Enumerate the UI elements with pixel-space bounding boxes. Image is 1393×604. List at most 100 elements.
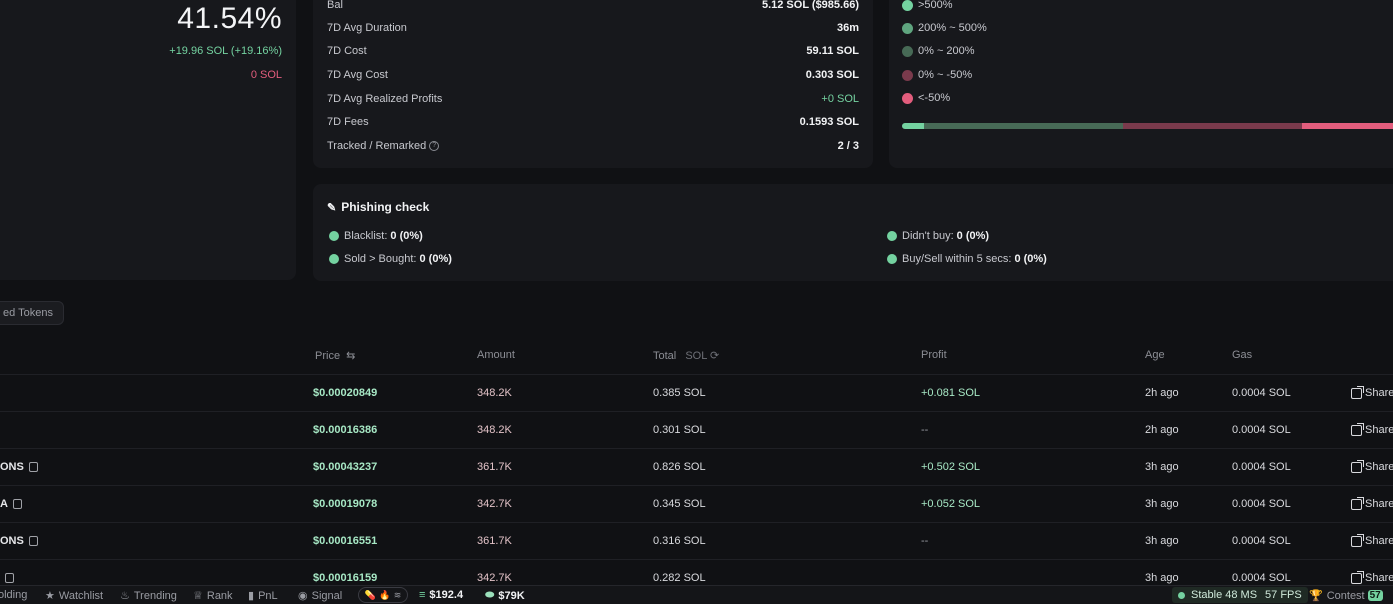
phish-label: Didn't buy: xyxy=(902,230,954,242)
cell-amount: 342.7K xyxy=(477,498,512,510)
swap-icon[interactable]: ⇆ xyxy=(346,350,356,362)
cell-age: 3h ago xyxy=(1145,461,1179,473)
pnl-distribution-card: >500% 200% ~ 500% 0% ~ 200% 73 0% ~ -50%… xyxy=(889,0,1393,168)
cell-age: 2h ago xyxy=(1145,387,1179,399)
table-row[interactable]: $0.00020849 348.2K 0.385 SOL +0.081 SOL … xyxy=(0,374,1393,411)
phish-value: 0 (0%) xyxy=(390,230,423,242)
stat-value: 0.1593 SOL xyxy=(799,116,859,128)
token-name[interactable]: ONS xyxy=(0,461,24,473)
table-row[interactable]: $0.00016159 342.7K 0.282 SOL 3h ago 0.00… xyxy=(0,559,1393,596)
cell-profit: -- xyxy=(921,424,929,436)
distribution-segment xyxy=(1301,123,1393,129)
dist-label: 0% ~ -50% xyxy=(918,69,973,81)
cell-gas: 0.0004 SOL xyxy=(1232,572,1291,584)
cell-age: 3h ago xyxy=(1145,535,1179,547)
distribution-segment xyxy=(1123,123,1302,129)
dist-row: 200% ~ 500% xyxy=(902,20,1393,36)
stat-row-fees: 7D Fees 0.1593 SOL xyxy=(327,114,859,130)
copy-icon[interactable] xyxy=(28,462,38,473)
dist-label: <-50% xyxy=(918,92,951,104)
token-name[interactable]: A xyxy=(0,498,8,510)
cell-gas: 0.0004 SOL xyxy=(1232,387,1291,399)
phish-value: 0 (0%) xyxy=(1014,253,1047,265)
cell-price: $0.00016386 xyxy=(313,424,378,436)
cell-gas: 0.0004 SOL xyxy=(1232,424,1291,436)
pnl-link[interactable]: ▮ PnL xyxy=(248,589,278,603)
distribution-segment xyxy=(902,123,925,129)
cell-profit: +0.052 SOL xyxy=(921,498,981,510)
share-button[interactable]: Share xyxy=(1351,570,1393,584)
dist-row: <-50% 49 xyxy=(902,90,1393,106)
cell-price: $0.00020849 xyxy=(313,387,378,399)
table-row[interactable]: $0.00016386 348.2K 0.301 SOL -- 2h ago 0… xyxy=(0,411,1393,448)
token-name[interactable]: ONS xyxy=(0,535,24,547)
copy-icon[interactable] xyxy=(28,536,38,547)
phish-label: Buy/Sell within 5 secs: xyxy=(902,253,1012,265)
signal-icon: ◉ xyxy=(298,590,308,602)
trending-label: Trending xyxy=(133,589,177,602)
signal-link[interactable]: ◉ Signal xyxy=(298,589,342,603)
refresh-icon[interactable]: ⟳ xyxy=(709,350,720,362)
bottom-bar: olding ★ Watchlist ♨ Trending ♕ Rank ▮ PnL ◉… xyxy=(0,585,1393,604)
cell-total: 0.345 SOL xyxy=(653,498,706,510)
dist-row: 0% ~ -50% 65 xyxy=(902,67,1393,83)
holding-link[interactable]: olding xyxy=(0,589,28,601)
cell-amount: 361.7K xyxy=(477,461,512,473)
share-button[interactable]: Share xyxy=(1351,385,1393,399)
info-icon[interactable]: ? xyxy=(429,141,440,152)
summary-card: 41.54% +19.96 SOL (+19.16%) 0 SOL xyxy=(0,0,296,280)
copy-icon[interactable] xyxy=(5,573,14,584)
cell-gas: 0.0004 SOL xyxy=(1232,461,1291,473)
stat-row-cost: 7D Cost 59.11 SOL xyxy=(327,43,859,59)
col-profit: Profit xyxy=(921,349,947,361)
share-button[interactable]: Share xyxy=(1351,422,1393,436)
col-gas: Gas xyxy=(1232,349,1253,361)
sol-price-value: $192.4 xyxy=(429,589,464,601)
dot-icon xyxy=(902,45,913,57)
copy-icon[interactable] xyxy=(12,499,22,510)
fps-label: 57 FPS xyxy=(1265,589,1302,601)
contest-link[interactable]: 🏆 Contest 57 xyxy=(1309,589,1383,602)
hook-icon: ✎ xyxy=(327,201,337,214)
col-total-unit[interactable]: SOL xyxy=(685,350,707,362)
cell-price: $0.00043237 xyxy=(313,461,378,473)
cell-total: 0.826 SOL xyxy=(653,461,706,473)
cell-profit: -- xyxy=(921,535,929,547)
table-row[interactable]: ONS $0.00043237 361.7K 0.826 SOL +0.502 … xyxy=(0,448,1393,485)
rank-link[interactable]: ♕ Rank xyxy=(193,589,233,603)
phishing-title: Phishing check xyxy=(341,200,430,214)
phish-item-didnt-buy: Didn't buy: 0 (0%) xyxy=(887,230,989,242)
stat-label: Bal xyxy=(327,0,343,11)
table-row[interactable]: A $0.00019078 342.7K 0.345 SOL +0.052 SO… xyxy=(0,485,1393,522)
stat-label: Tracked / Remarked xyxy=(327,140,427,152)
fire-icon: 🔥 xyxy=(379,589,391,600)
stat-row-avg-realized: 7D Avg Realized Profits +0 SOL xyxy=(327,91,859,107)
col-age: Age xyxy=(1145,349,1165,361)
table-row[interactable]: ONS $0.00016551 361.7K 0.316 SOL -- 3h a… xyxy=(0,522,1393,559)
phish-value: 0 (0%) xyxy=(956,230,990,242)
dist-row: 0% ~ 200% 73 xyxy=(902,43,1393,59)
share-button[interactable]: Share xyxy=(1351,459,1393,473)
share-icon xyxy=(1351,496,1364,510)
cell-price: $0.00019078 xyxy=(313,498,378,510)
dot-icon xyxy=(902,92,913,104)
cell-amount: 348.2K xyxy=(477,387,512,399)
cell-amount: 361.7K xyxy=(477,535,512,547)
stat-label: 7D Avg Realized Profits xyxy=(327,93,443,105)
phish-item-buy-sell-fast: Buy/Sell within 5 secs: 0 (0%) xyxy=(887,253,1047,265)
trending-link[interactable]: ♨ Trending xyxy=(120,589,177,603)
tab-tokens[interactable]: ed Tokens xyxy=(0,301,64,325)
share-button[interactable]: Share xyxy=(1351,496,1393,510)
quick-tools-pill[interactable]: 💊 🔥 ≋ xyxy=(358,587,408,603)
cell-total: 0.301 SOL xyxy=(653,424,706,436)
share-icon xyxy=(1351,385,1364,399)
share-button[interactable]: Share xyxy=(1351,533,1393,547)
watchlist-link[interactable]: ★ Watchlist xyxy=(45,589,103,603)
col-total: Total xyxy=(653,350,677,362)
rank-label: Rank xyxy=(206,589,233,602)
contest-label: Contest xyxy=(1326,589,1365,602)
share-icon xyxy=(1351,533,1364,547)
share-label: Share xyxy=(1365,387,1393,399)
stat-label: 7D Cost xyxy=(327,45,367,57)
dist-label: 200% ~ 500% xyxy=(918,22,987,34)
